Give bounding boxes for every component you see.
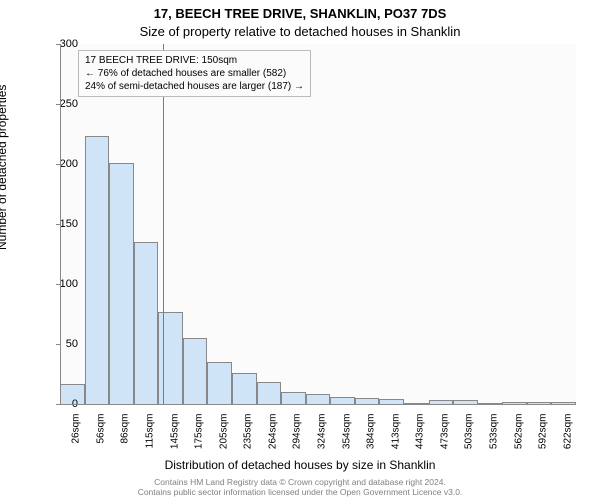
y-tick-label: 200 <box>60 158 78 170</box>
histogram-bar <box>257 382 282 404</box>
x-tick-label: 235sqm <box>243 414 254 450</box>
x-tick-label: 354sqm <box>341 414 352 450</box>
y-axis-label: Number of detached properties <box>0 85 9 250</box>
histogram-bar <box>134 242 159 404</box>
x-tick-label: 384sqm <box>366 414 377 450</box>
chart-title-line1: 17, BEECH TREE DRIVE, SHANKLIN, PO37 7DS <box>0 6 600 21</box>
x-tick-label: 264sqm <box>267 414 278 450</box>
x-tick-label: 26sqm <box>71 414 82 444</box>
x-tick-label: 562sqm <box>513 414 524 450</box>
y-axis-line <box>60 44 61 404</box>
x-tick-label: 205sqm <box>218 414 229 450</box>
footer-line2: Contains public sector information licen… <box>0 487 600 498</box>
x-axis-label: Distribution of detached houses by size … <box>0 458 600 472</box>
y-tick-label: 300 <box>60 38 78 50</box>
footer-line1: Contains HM Land Registry data © Crown c… <box>0 477 600 488</box>
histogram-bar <box>183 338 208 404</box>
histogram-bar <box>85 136 110 404</box>
x-tick-label: 533sqm <box>489 414 500 450</box>
y-tick-label: 100 <box>60 278 78 290</box>
x-axis-line <box>60 404 576 405</box>
x-tick-label: 503sqm <box>464 414 475 450</box>
footer-attribution: Contains HM Land Registry data © Crown c… <box>0 477 600 498</box>
legend-line: 24% of semi-detached houses are larger (… <box>85 80 304 93</box>
chart-title-line2: Size of property relative to detached ho… <box>0 24 600 39</box>
legend-line: 17 BEECH TREE DRIVE: 150sqm <box>85 54 304 67</box>
x-tick-label: 145sqm <box>169 414 180 450</box>
x-tick-label: 294sqm <box>292 414 303 450</box>
legend-box: 17 BEECH TREE DRIVE: 150sqm ← 76% of det… <box>78 50 311 97</box>
x-tick-label: 115sqm <box>145 414 156 449</box>
x-tick-label: 622sqm <box>562 414 573 450</box>
y-tick-label: 150 <box>60 218 78 230</box>
x-tick-label: 56sqm <box>95 414 106 444</box>
histogram-bar <box>330 397 355 404</box>
x-tick-label: 86sqm <box>120 414 131 444</box>
histogram-bar <box>306 394 331 404</box>
x-tick-label: 473sqm <box>439 414 450 450</box>
x-tick-label: 324sqm <box>317 414 328 450</box>
x-tick-label: 592sqm <box>538 414 549 450</box>
x-tick-label: 413sqm <box>390 414 401 450</box>
reference-line <box>163 44 165 404</box>
plot-area <box>60 44 576 404</box>
histogram-bar <box>207 362 232 404</box>
legend-line: ← 76% of detached houses are smaller (58… <box>85 67 304 80</box>
histogram-bar <box>232 373 257 404</box>
histogram-bar <box>109 163 134 404</box>
histogram-bar <box>158 312 183 404</box>
y-tick-label: 250 <box>60 98 78 110</box>
x-tick-label: 443sqm <box>415 414 426 450</box>
y-tick-label: 50 <box>66 338 78 350</box>
x-tick-label: 175sqm <box>194 414 205 450</box>
histogram-bar <box>281 392 306 404</box>
